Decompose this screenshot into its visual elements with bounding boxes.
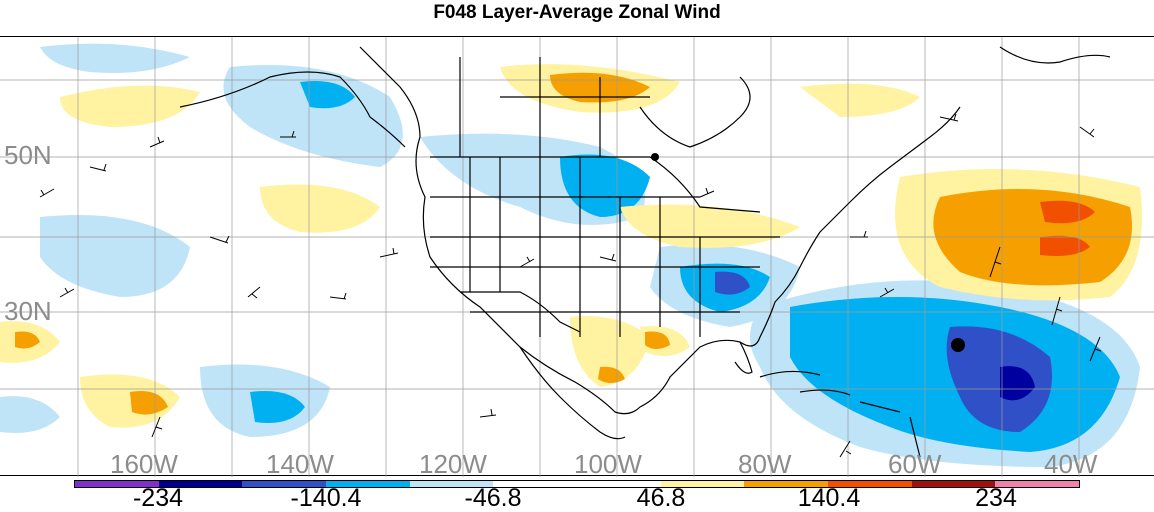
colorbar [74,480,1080,488]
shade-neg-mid [560,154,650,217]
shade-neg-light [40,43,190,73]
colorbar-segment [995,481,1080,487]
colorbar-segment [911,481,996,487]
shade-pos-mid [130,391,168,415]
shade-strong-neg [946,326,1052,432]
shade-pos-light [570,316,650,387]
lon-label-140w: 140W [266,449,334,479]
shade-neg-light [0,396,60,433]
colorbar-segment [75,481,159,487]
north-america-coast [359,46,961,415]
shade-pos-light [260,184,380,233]
lon-label-80w: 80W [738,449,792,479]
shade-pos-strong [1040,200,1095,224]
wind-barbs [39,113,1102,458]
wind-shading [0,43,1142,467]
shade-neg-mid [250,391,305,423]
us-states [430,157,780,337]
colorbar-segment [828,481,912,487]
shade-pos-light [60,85,200,127]
greenland-coast [999,46,1111,64]
colorbar-label: 140.4 [797,484,861,512]
hudson-bay [639,76,751,148]
shade-neg-mid [300,81,355,109]
colorbar-label: -234 [132,484,184,512]
colorbar-segment [660,481,745,487]
city-marker [651,153,659,161]
lat-label-30n: 30N [4,296,52,326]
lon-label-160w: 160W [110,449,178,479]
shade-neg-light [40,215,190,297]
caribbean-islands [759,370,921,458]
shade-strong-neg [715,271,750,295]
lon-label-60w: 60W [888,449,942,479]
colorbar-label: -140.4 [290,484,362,512]
lon-label-100w: 100W [574,449,642,479]
colorbar-segment [744,481,829,487]
colorbar-segment [242,481,327,487]
alaska-coast [179,71,406,148]
shade-strong-neg [1000,366,1035,401]
lon-label-120w: 120W [419,449,487,479]
lon-label-40w: 40W [1044,449,1098,479]
shade-pos-light [620,204,800,248]
colorbar-segment [577,481,661,487]
colorbar-segment [326,481,410,487]
zonal-wind-map[interactable] [0,37,1154,477]
shade-neg-light [223,65,403,167]
shade-pos-light [800,83,920,117]
shade-pos-mid [15,331,40,349]
florida-coast [734,341,753,374]
map-panel[interactable]: 50N 30N 160W 140W 120W 100W 80W 60W 40W [0,36,1154,479]
colorbar-label: -46.8 [464,484,522,512]
lat-label-50n: 50N [4,140,52,170]
colorbar-segment [158,481,243,487]
colorbar-segment [409,481,494,487]
map-title: F048 Layer-Average Zonal Wind [433,2,721,23]
colorbar-label: 46.8 [636,484,686,512]
shade-pos-mid [598,366,625,383]
coastlines [179,46,1111,458]
colorbar-label: 234 [975,484,1017,512]
canada-provinces [459,57,650,157]
shade-pos-light [80,374,180,428]
mexico-coast [519,346,626,440]
colorbar-segment [493,481,578,487]
storm-marker [951,338,965,352]
shade-pos-strong [1040,235,1090,256]
shade-pos-mid [645,331,670,349]
